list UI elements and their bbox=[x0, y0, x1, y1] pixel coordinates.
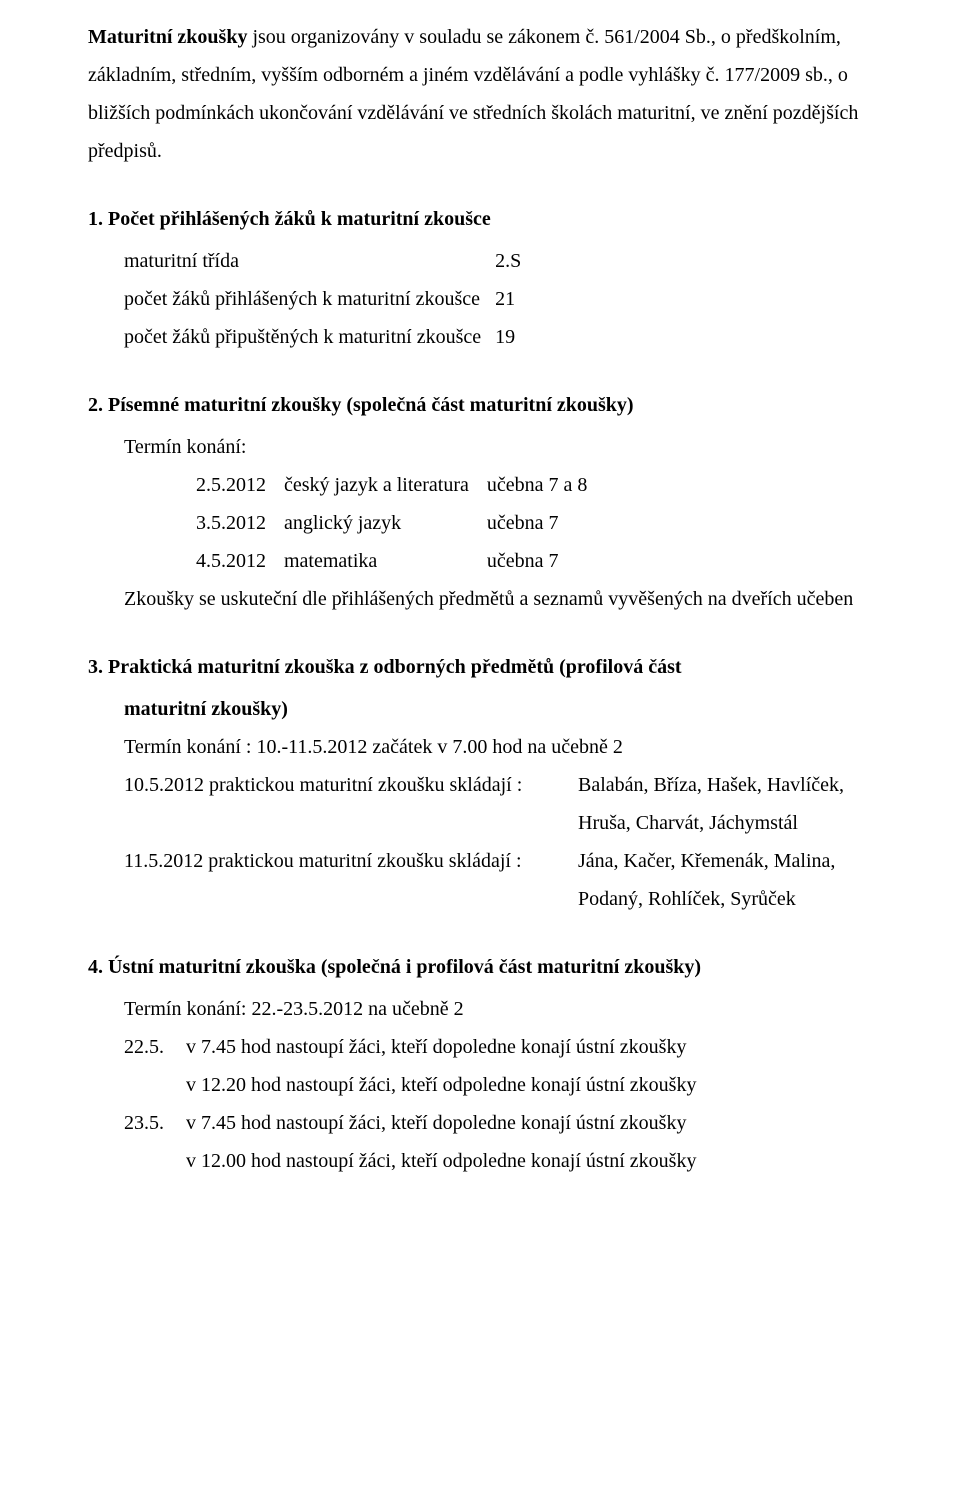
sched-room: učebna 7 bbox=[487, 504, 588, 542]
ust-line: v 12.20 hod nastoupí žáci, kteří odpoled… bbox=[186, 1066, 696, 1104]
intro-bold: Maturitní zkoušky bbox=[88, 26, 247, 48]
kv-value: 21 bbox=[489, 280, 529, 318]
intro-paragraph: Maturitní zkoušky jsou organizovány v so… bbox=[88, 18, 872, 170]
table-row: 22.5. v 7.45 hod nastoupí žáci, kteří do… bbox=[124, 1028, 696, 1066]
table-row: Podaný, Rohlíček, Syrůček bbox=[124, 880, 844, 918]
section-1-title: 1. Počet přihlášených žáků k maturitní z… bbox=[88, 200, 872, 238]
table-row: 23.5. v 7.45 hod nastoupí žáci, kteří do… bbox=[124, 1104, 696, 1142]
section-1-table: maturitní třída 2.S počet žáků přihlášen… bbox=[124, 242, 529, 356]
prakt-left: 10.5.2012 praktickou maturitní zkoušku s… bbox=[124, 766, 578, 804]
section-3-table: 10.5.2012 praktickou maturitní zkoušku s… bbox=[124, 766, 844, 918]
section-3-title: 3. Praktická maturitní zkouška z odborný… bbox=[88, 648, 872, 686]
ust-date: 23.5. bbox=[124, 1104, 186, 1142]
prakt-right: Balabán, Bříza, Hašek, Havlíček, bbox=[578, 766, 844, 804]
section-2-title: 2. Písemné maturitní zkoušky (společná č… bbox=[88, 386, 872, 424]
sched-date: 3.5.2012 bbox=[196, 504, 284, 542]
kv-label: počet žáků přihlášených k maturitní zkou… bbox=[124, 280, 489, 318]
sched-subject: anglický jazyk bbox=[284, 504, 487, 542]
section-4-title: 4. Ústní maturitní zkouška (společná i p… bbox=[88, 948, 872, 986]
ust-line: v 12.00 hod nastoupí žáci, kteří odpoled… bbox=[186, 1142, 696, 1180]
table-row: 4.5.2012 matematika učebna 7 bbox=[196, 542, 587, 580]
section-4-termin: Termín konání: 22.-23.5.2012 na učebně 2 bbox=[124, 990, 872, 1028]
prakt-right-cont: Hruša, Charvát, Jáchymstál bbox=[578, 804, 844, 842]
section-2-termin-label: Termín konání: bbox=[124, 428, 872, 466]
section-2-schedule: 2.5.2012 český jazyk a literatura učebna… bbox=[196, 466, 587, 580]
prakt-right-cont: Podaný, Rohlíček, Syrůček bbox=[578, 880, 844, 918]
section-2-note: Zkoušky se uskuteční dle přihlášených př… bbox=[124, 580, 872, 618]
table-row: počet žáků přihlášených k maturitní zkou… bbox=[124, 280, 529, 318]
sched-subject: matematika bbox=[284, 542, 487, 580]
sched-date: 2.5.2012 bbox=[196, 466, 284, 504]
section-3-title-cont: maturitní zkoušky) bbox=[124, 690, 872, 728]
prakt-right: Jána, Kačer, Křemenák, Malina, bbox=[578, 842, 844, 880]
sched-room: učebna 7 a 8 bbox=[487, 466, 588, 504]
section-4-table: 22.5. v 7.45 hod nastoupí žáci, kteří do… bbox=[124, 1028, 696, 1180]
kv-value: 19 bbox=[489, 318, 529, 356]
table-row: 3.5.2012 anglický jazyk učebna 7 bbox=[196, 504, 587, 542]
table-row: 11.5.2012 praktickou maturitní zkoušku s… bbox=[124, 842, 844, 880]
table-row: 2.5.2012 český jazyk a literatura učebna… bbox=[196, 466, 587, 504]
section-3-termin: Termín konání : 10.-11.5.2012 začátek v … bbox=[124, 728, 872, 766]
ust-line: v 7.45 hod nastoupí žáci, kteří dopoledn… bbox=[186, 1104, 696, 1142]
table-row: v 12.00 hod nastoupí žáci, kteří odpoled… bbox=[124, 1142, 696, 1180]
table-row: Hruša, Charvát, Jáchymstál bbox=[124, 804, 844, 842]
sched-subject: český jazyk a literatura bbox=[284, 466, 487, 504]
table-row: počet žáků připuštěných k maturitní zkou… bbox=[124, 318, 529, 356]
table-row: v 12.20 hod nastoupí žáci, kteří odpoled… bbox=[124, 1066, 696, 1104]
kv-label: maturitní třída bbox=[124, 242, 489, 280]
kv-label: počet žáků připuštěných k maturitní zkou… bbox=[124, 318, 489, 356]
ust-date: 22.5. bbox=[124, 1028, 186, 1066]
prakt-left: 11.5.2012 praktickou maturitní zkoušku s… bbox=[124, 842, 578, 880]
table-row: maturitní třída 2.S bbox=[124, 242, 529, 280]
table-row: 10.5.2012 praktickou maturitní zkoušku s… bbox=[124, 766, 844, 804]
sched-room: učebna 7 bbox=[487, 542, 588, 580]
ust-line: v 7.45 hod nastoupí žáci, kteří dopoledn… bbox=[186, 1028, 696, 1066]
sched-date: 4.5.2012 bbox=[196, 542, 284, 580]
kv-value: 2.S bbox=[489, 242, 529, 280]
